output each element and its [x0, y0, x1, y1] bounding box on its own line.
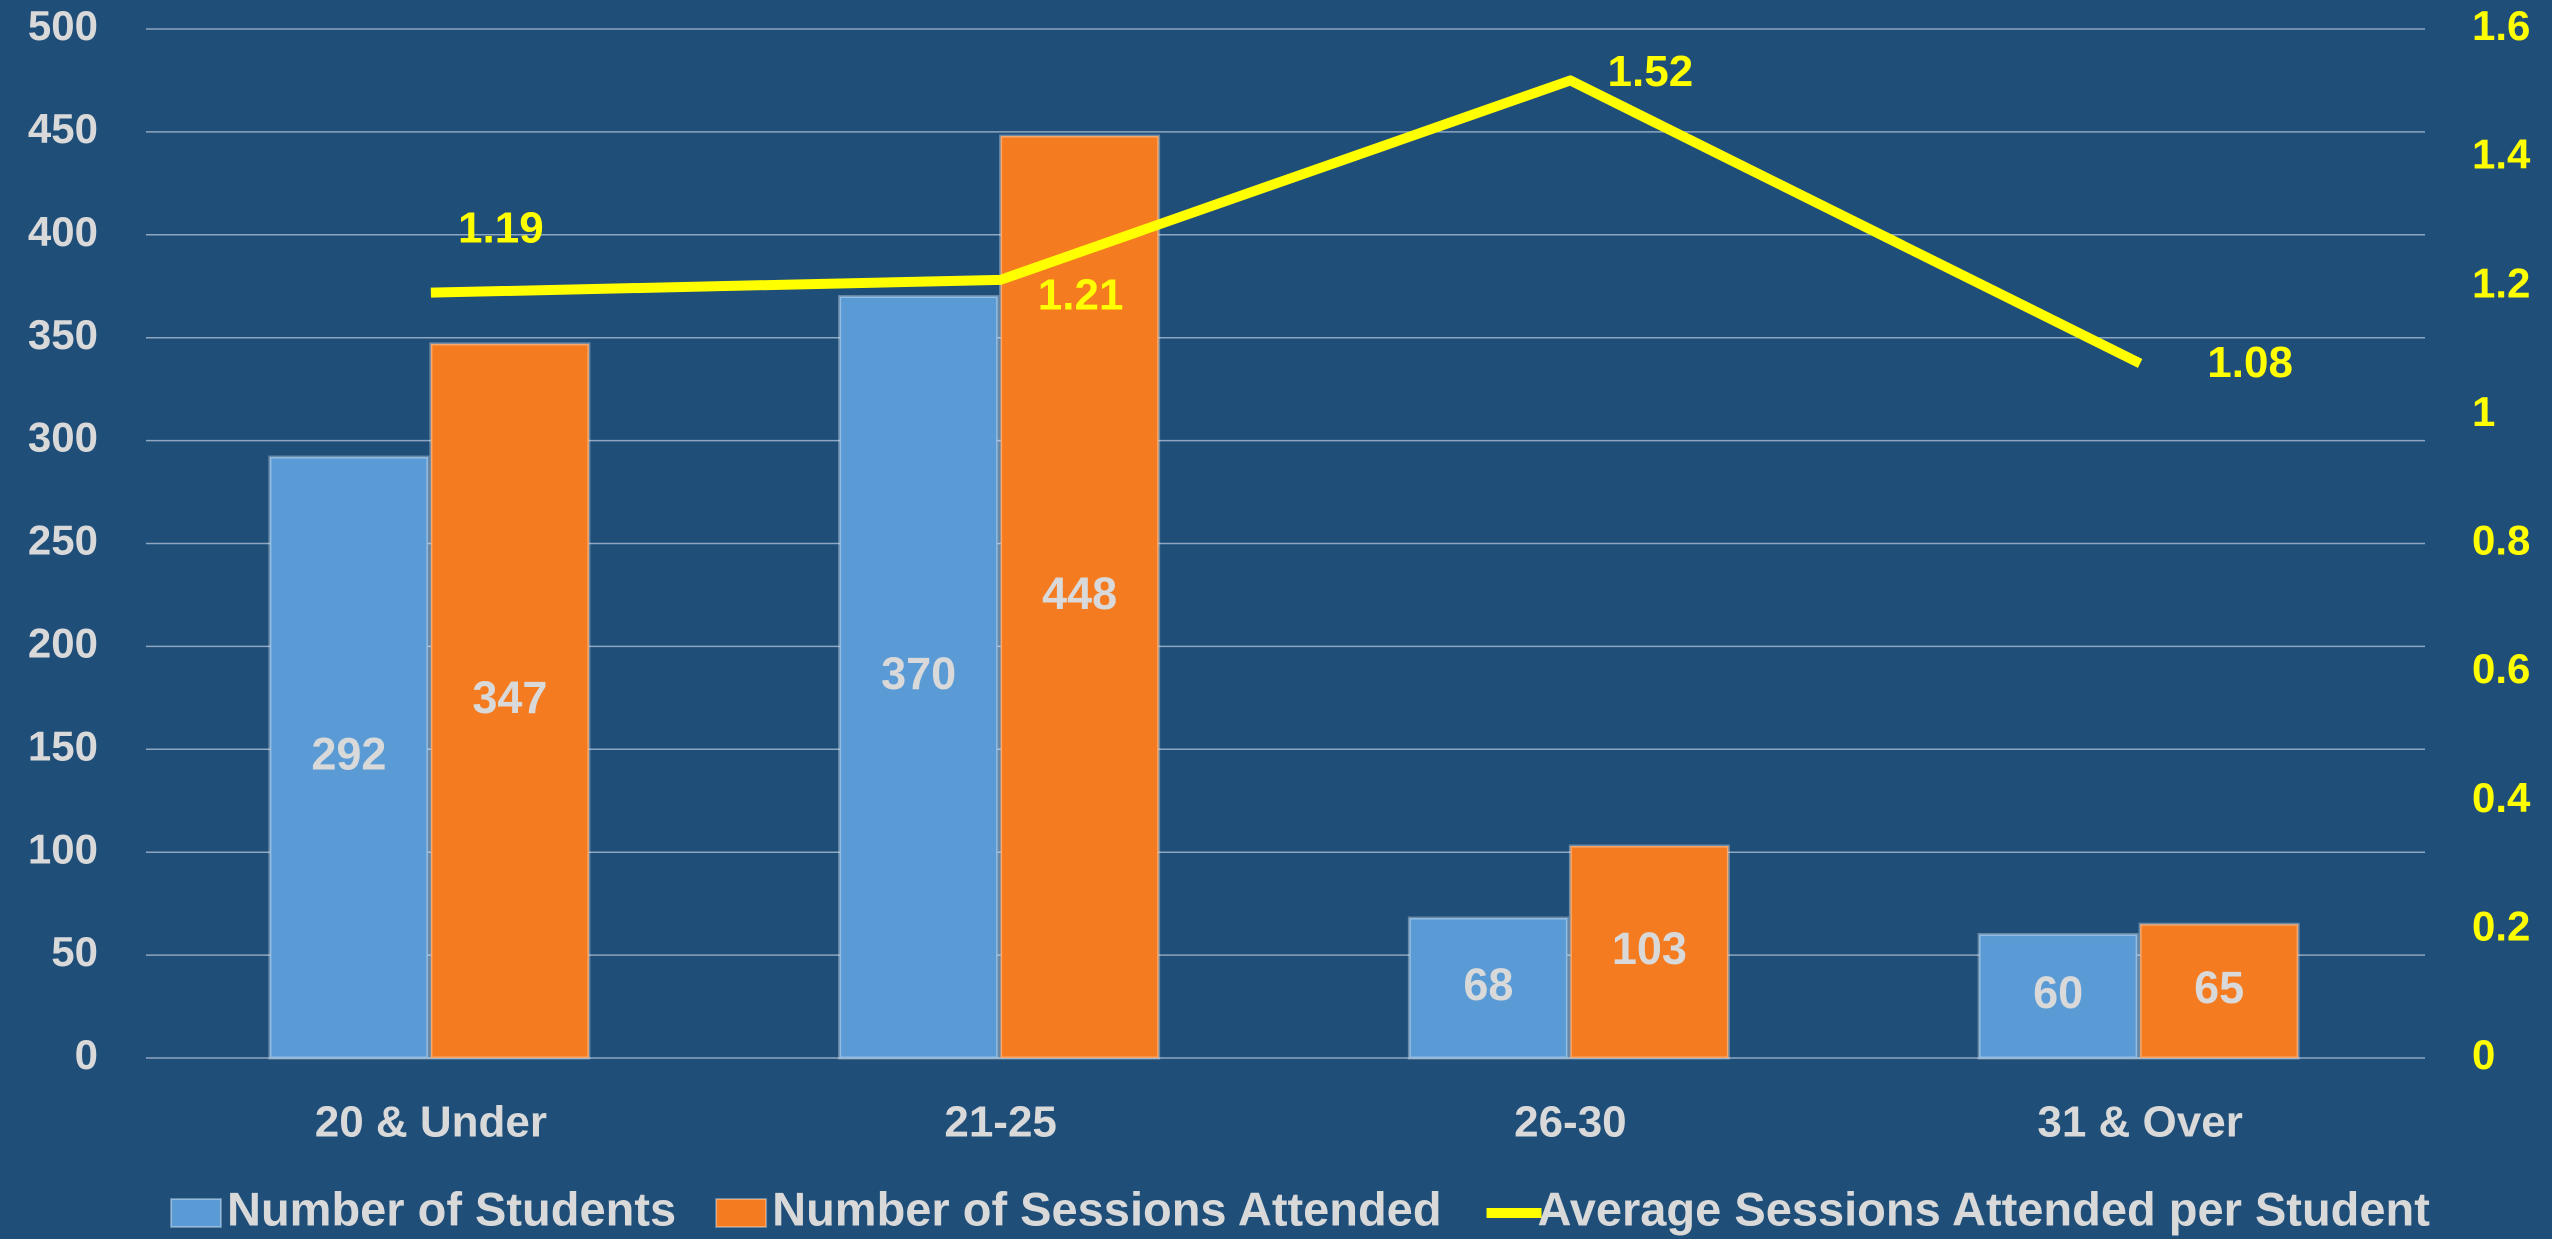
y-tick-label: 500 — [28, 2, 98, 49]
bar — [1568, 844, 1730, 1060]
bar — [2138, 922, 2300, 1060]
y2-tick-label: 0.2 — [2472, 902, 2530, 949]
legend-label: Average Sessions Attended per Student — [1538, 1182, 2431, 1235]
x-tick-label: 20 & Under — [315, 1098, 547, 1147]
y2-tick-label: 0.8 — [2472, 517, 2530, 564]
bar — [999, 134, 1161, 1060]
line-value-label: 1.19 — [458, 203, 544, 252]
bar-value-label: 60 — [2033, 967, 2083, 1018]
line-value-label: 1.08 — [2207, 338, 2293, 387]
bar-value-label: 65 — [2194, 962, 2244, 1013]
y-tick-label: 150 — [28, 722, 98, 769]
y2-tick-label: 1.4 — [2472, 131, 2531, 178]
y2-tick-label: 1 — [2472, 388, 2495, 435]
y2-tick-label: 0.6 — [2472, 645, 2530, 692]
y2-tick-label: 1.6 — [2472, 2, 2530, 49]
y-tick-label: 100 — [28, 825, 98, 872]
x-tick-label: 31 & Over — [2037, 1098, 2242, 1147]
y-tick-label: 250 — [28, 517, 98, 564]
y2-tick-label: 0.4 — [2472, 774, 2531, 821]
bar-value-label: 370 — [881, 648, 956, 699]
bar-value-label: 68 — [1463, 959, 1513, 1010]
bar-value-label: 292 — [311, 728, 386, 779]
legend-label: Number of Sessions Attended — [772, 1182, 1441, 1235]
bar — [838, 295, 1000, 1060]
bar-value-label: 448 — [1042, 568, 1117, 619]
bar — [268, 455, 430, 1060]
y2-tick-label: 0 — [2472, 1031, 2495, 1078]
y-tick-label: 300 — [28, 414, 98, 461]
y2-tick-label: 1.2 — [2472, 259, 2530, 306]
bar-value-label: 347 — [472, 672, 547, 723]
legend-swatch — [715, 1198, 768, 1228]
y-tick-label: 50 — [51, 928, 98, 975]
line-value-label: 1.52 — [1608, 47, 1694, 96]
line-series — [430, 75, 2143, 368]
bar — [1977, 933, 2139, 1060]
y-tick-label: 450 — [28, 105, 98, 152]
y-tick-label: 0 — [75, 1031, 98, 1078]
x-tick-label: 26-30 — [1514, 1098, 1627, 1147]
y-tick-label: 200 — [28, 619, 98, 666]
bar-value-label: 103 — [1612, 923, 1687, 974]
y-tick-label: 400 — [28, 208, 98, 255]
x-tick-label: 21-25 — [944, 1098, 1057, 1147]
y-tick-label: 350 — [28, 311, 98, 358]
bar — [1407, 916, 1569, 1060]
legend-label: Number of Students — [227, 1182, 676, 1235]
line-value-label: 1.21 — [1038, 270, 1124, 319]
legend-swatch — [170, 1198, 222, 1228]
bar — [429, 342, 591, 1060]
